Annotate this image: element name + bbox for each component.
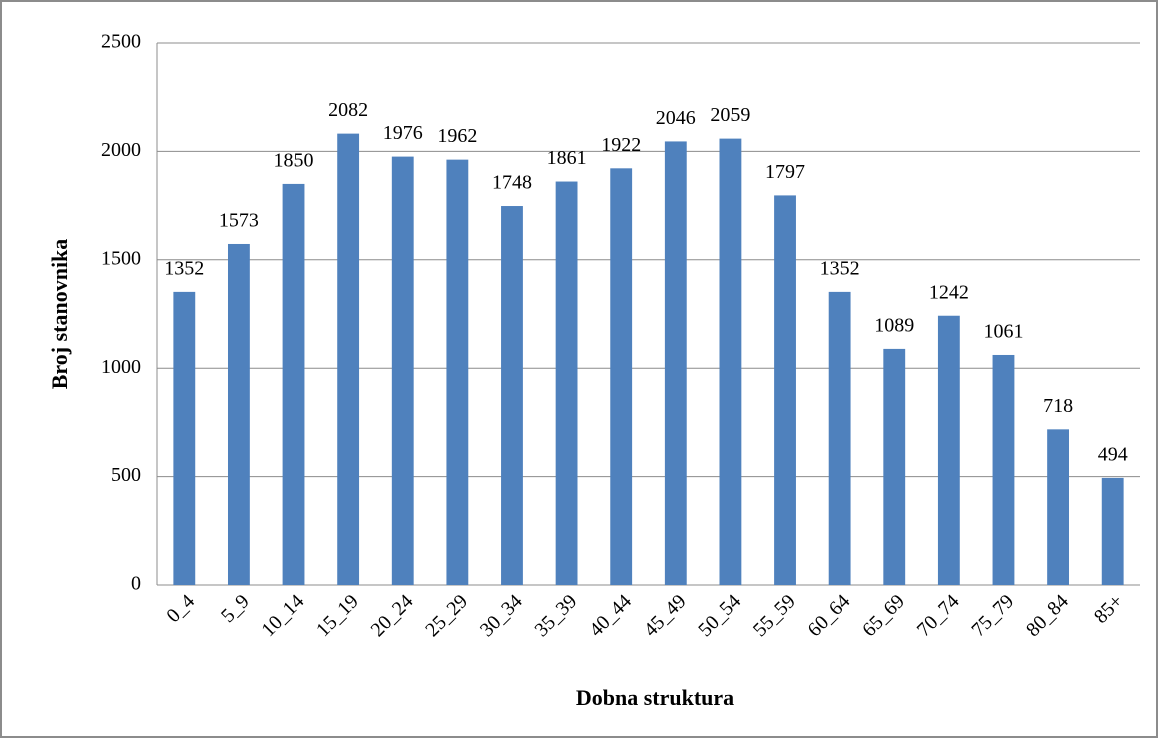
y-tick-label: 1500	[101, 247, 141, 269]
bar	[610, 168, 633, 585]
y-tick-label: 500	[111, 464, 141, 486]
data-label: 1352	[820, 257, 860, 279]
bar	[828, 291, 851, 585]
bar	[992, 354, 1015, 585]
bar	[446, 159, 469, 585]
data-label: 1962	[437, 125, 477, 147]
x-axis-title: Dobna struktura	[576, 685, 734, 710]
bar	[1101, 477, 1124, 585]
data-label: 2082	[328, 99, 368, 121]
data-label: 2059	[710, 104, 750, 126]
bar	[391, 156, 414, 585]
bar	[501, 206, 523, 585]
bar	[555, 181, 578, 585]
bar	[337, 133, 360, 585]
data-label: 718	[1043, 395, 1073, 417]
data-label: 1089	[874, 314, 914, 336]
data-label: 1976	[383, 122, 423, 144]
data-label: 494	[1098, 443, 1128, 465]
data-label: 1797	[765, 161, 805, 183]
y-tick-label: 2500	[101, 31, 141, 53]
bar	[664, 141, 687, 586]
data-label: 1861	[547, 147, 587, 169]
data-label: 1352	[164, 257, 204, 279]
bar	[774, 195, 796, 585]
bar	[227, 243, 250, 585]
bar	[883, 348, 906, 585]
data-label: 1748	[492, 172, 532, 194]
y-tick-label: 1000	[101, 356, 141, 378]
data-label: 2046	[656, 107, 696, 129]
bar	[1047, 429, 1070, 585]
bar	[937, 315, 960, 585]
data-label: 1922	[601, 134, 641, 156]
data-label: 1061	[983, 321, 1023, 343]
data-label: 1850	[274, 150, 314, 172]
bar	[282, 183, 305, 586]
data-label: 1573	[219, 210, 259, 232]
y-tick-label: 0	[131, 573, 141, 595]
y-axis-title: Broj stanovnika	[47, 239, 72, 390]
bar	[173, 291, 196, 585]
y-tick-label: 2000	[101, 139, 141, 161]
data-label: 1242	[929, 281, 969, 303]
bar	[719, 138, 742, 585]
